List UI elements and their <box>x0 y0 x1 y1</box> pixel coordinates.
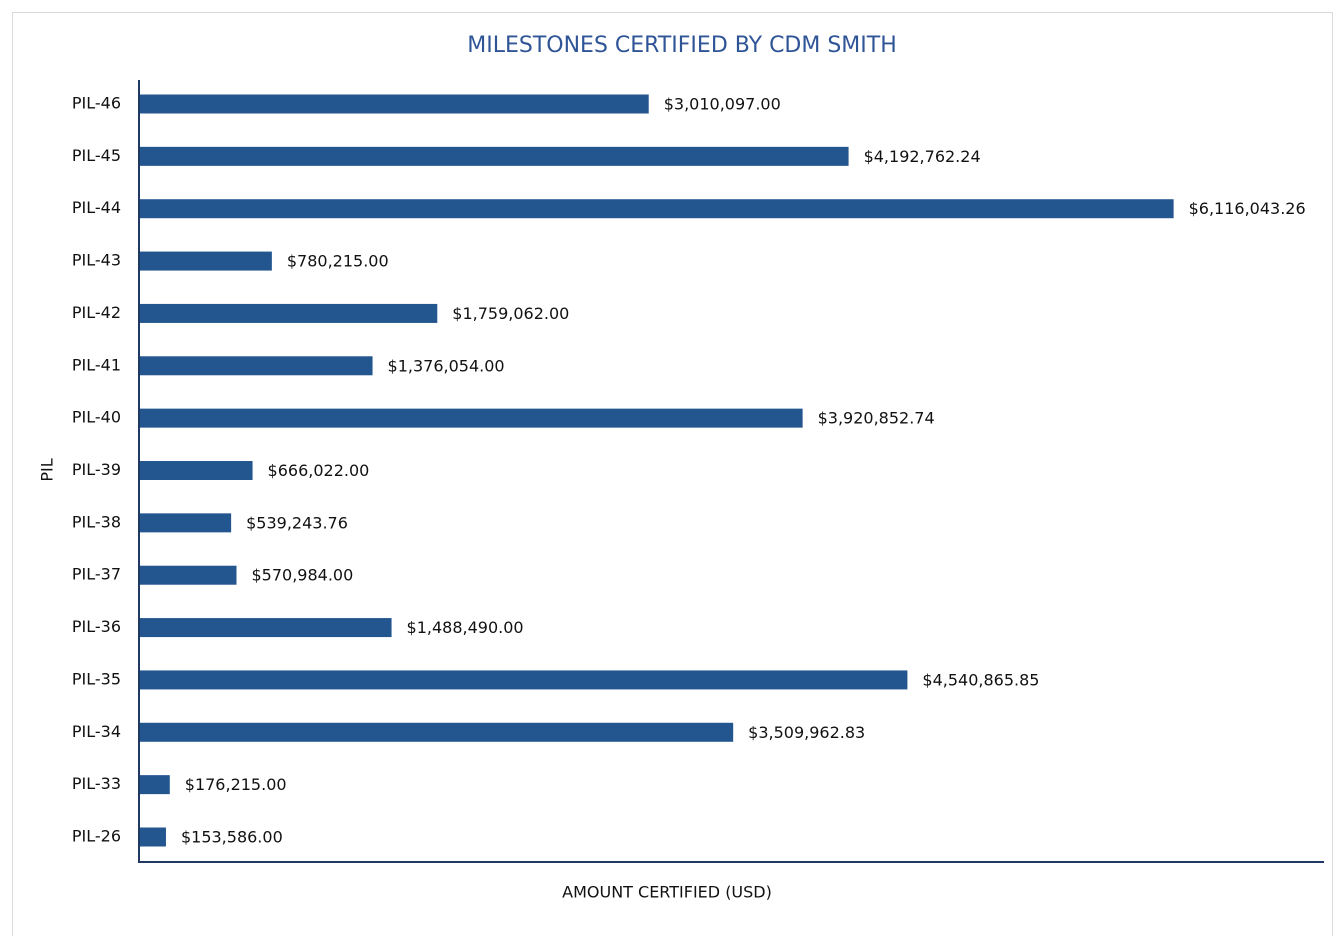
y-tick-label: PIL-34 <box>72 722 121 741</box>
y-tick-label: PIL-39 <box>72 460 121 479</box>
bar <box>140 461 253 480</box>
data-label: $570,984.00 <box>251 566 353 585</box>
y-tick-label: PIL-37 <box>72 565 121 584</box>
data-label: $539,243.76 <box>246 513 348 532</box>
bar <box>140 827 166 847</box>
y-tick-label: PIL-42 <box>72 303 121 322</box>
data-label: $176,215.00 <box>185 775 287 794</box>
bar <box>140 670 908 690</box>
bar <box>140 565 237 585</box>
y-tick-label: PIL-41 <box>72 355 121 374</box>
data-label: $1,376,054.00 <box>388 356 505 375</box>
y-tick-label: PIL-33 <box>72 774 121 793</box>
y-axis-label: PIL <box>38 458 57 481</box>
y-tick-label: PIL-38 <box>72 512 121 531</box>
bar <box>140 722 734 742</box>
bar <box>140 146 849 166</box>
data-label: $3,920,852.74 <box>818 409 935 428</box>
y-tick-label: PIL-40 <box>72 408 121 427</box>
bar <box>140 94 649 114</box>
data-label: $666,022.00 <box>268 461 370 480</box>
data-label: $3,010,097.00 <box>664 95 781 114</box>
bar <box>140 356 373 376</box>
y-tick-label: PIL-46 <box>72 94 121 113</box>
y-tick-label: PIL-35 <box>72 669 121 688</box>
data-label: $1,759,062.00 <box>452 304 569 323</box>
y-tick-label: PIL-36 <box>72 617 121 636</box>
bar <box>140 618 392 638</box>
data-label: $6,116,043.26 <box>1189 199 1306 218</box>
bar <box>140 303 438 323</box>
data-label: $4,540,865.85 <box>922 670 1039 689</box>
data-label: $153,586.00 <box>181 828 283 847</box>
x-axis-label: AMOUNT CERTIFIED (USD) <box>562 883 772 902</box>
data-label: $1,488,490.00 <box>407 618 524 637</box>
y-tick-label: PIL-43 <box>72 251 121 270</box>
y-tick-label: PIL-26 <box>72 827 121 846</box>
bar <box>140 199 1174 219</box>
y-tick-label: PIL-44 <box>72 198 121 217</box>
y-tick-label: PIL-45 <box>72 146 121 165</box>
data-label: $780,215.00 <box>287 252 389 271</box>
chart-frame <box>12 12 1333 936</box>
bar <box>140 251 272 271</box>
data-label: $4,192,762.24 <box>864 147 981 166</box>
bar <box>140 408 803 428</box>
bar <box>140 775 170 795</box>
chart-title: MILESTONES CERTIFIED BY CDM SMITH <box>467 33 897 58</box>
data-label: $3,509,962.83 <box>748 723 865 742</box>
bar <box>140 513 232 533</box>
